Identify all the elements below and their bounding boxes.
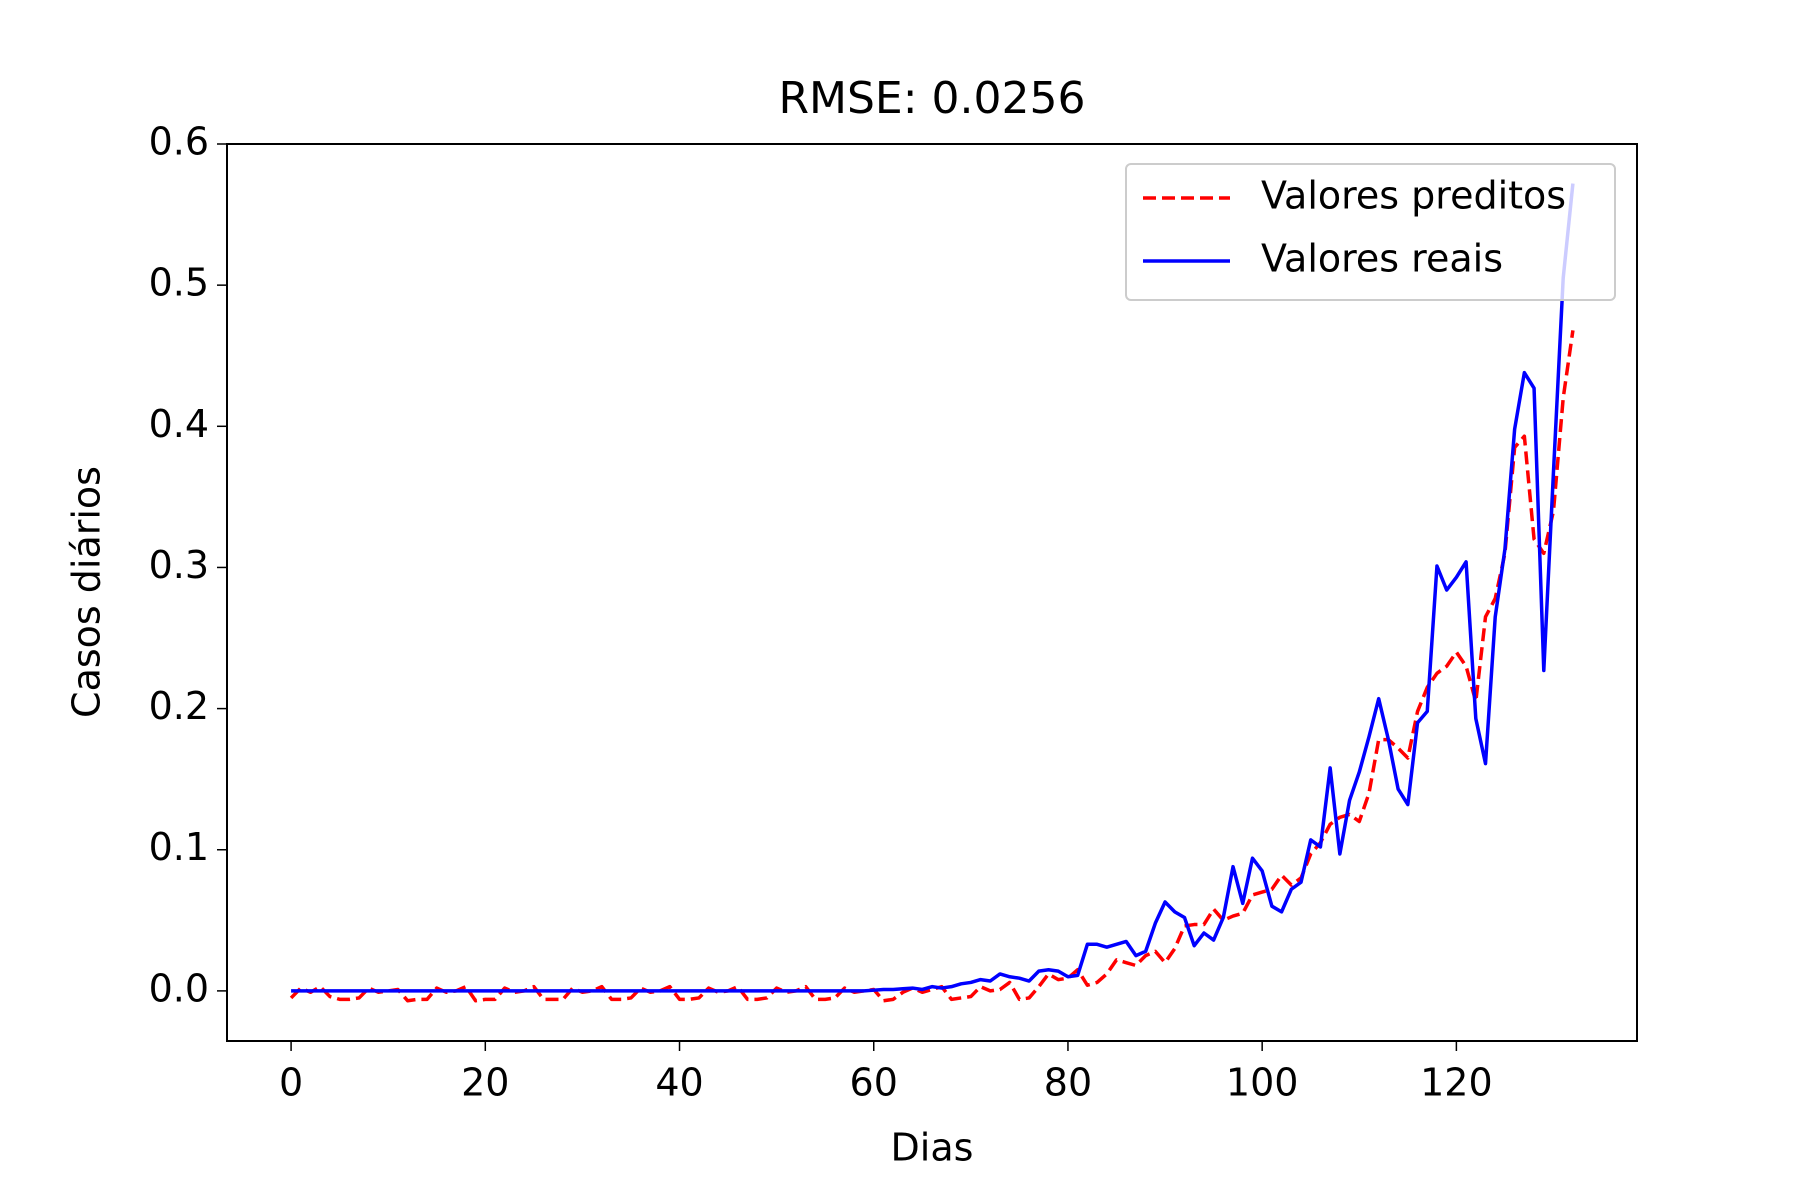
y-tick-label: 0.6 [149, 120, 209, 164]
legend-label: Valores preditos [1261, 174, 1566, 218]
x-tick-label: 80 [1044, 1061, 1092, 1105]
plot-frame [226, 143, 1638, 1042]
y-tick-label: 0.5 [149, 261, 209, 305]
y-tick-label: 0.1 [149, 825, 209, 869]
y-tick-label: 0.3 [149, 543, 209, 587]
y-axis-label: Casos diários [65, 466, 109, 718]
y-tick-label: 0.0 [149, 966, 209, 1010]
chart-title: RMSE: 0.0256 [778, 73, 1085, 124]
x-tick-label: 20 [461, 1061, 509, 1105]
series-line [289, 330, 1575, 1003]
legend-label: Valores reais [1261, 237, 1503, 281]
x-tick-label: 120 [1420, 1061, 1493, 1105]
legend-box [1125, 163, 1616, 301]
x-tick-label: 60 [850, 1061, 898, 1105]
y-tick-label: 0.2 [149, 684, 209, 728]
y-tick-label: 0.4 [149, 402, 209, 446]
x-tick-label: 100 [1226, 1061, 1299, 1105]
series-line [291, 183, 1575, 993]
x-axis-label: Dias [891, 1126, 974, 1170]
x-tick-label: 40 [655, 1061, 703, 1105]
x-tick-label: 0 [279, 1061, 303, 1105]
